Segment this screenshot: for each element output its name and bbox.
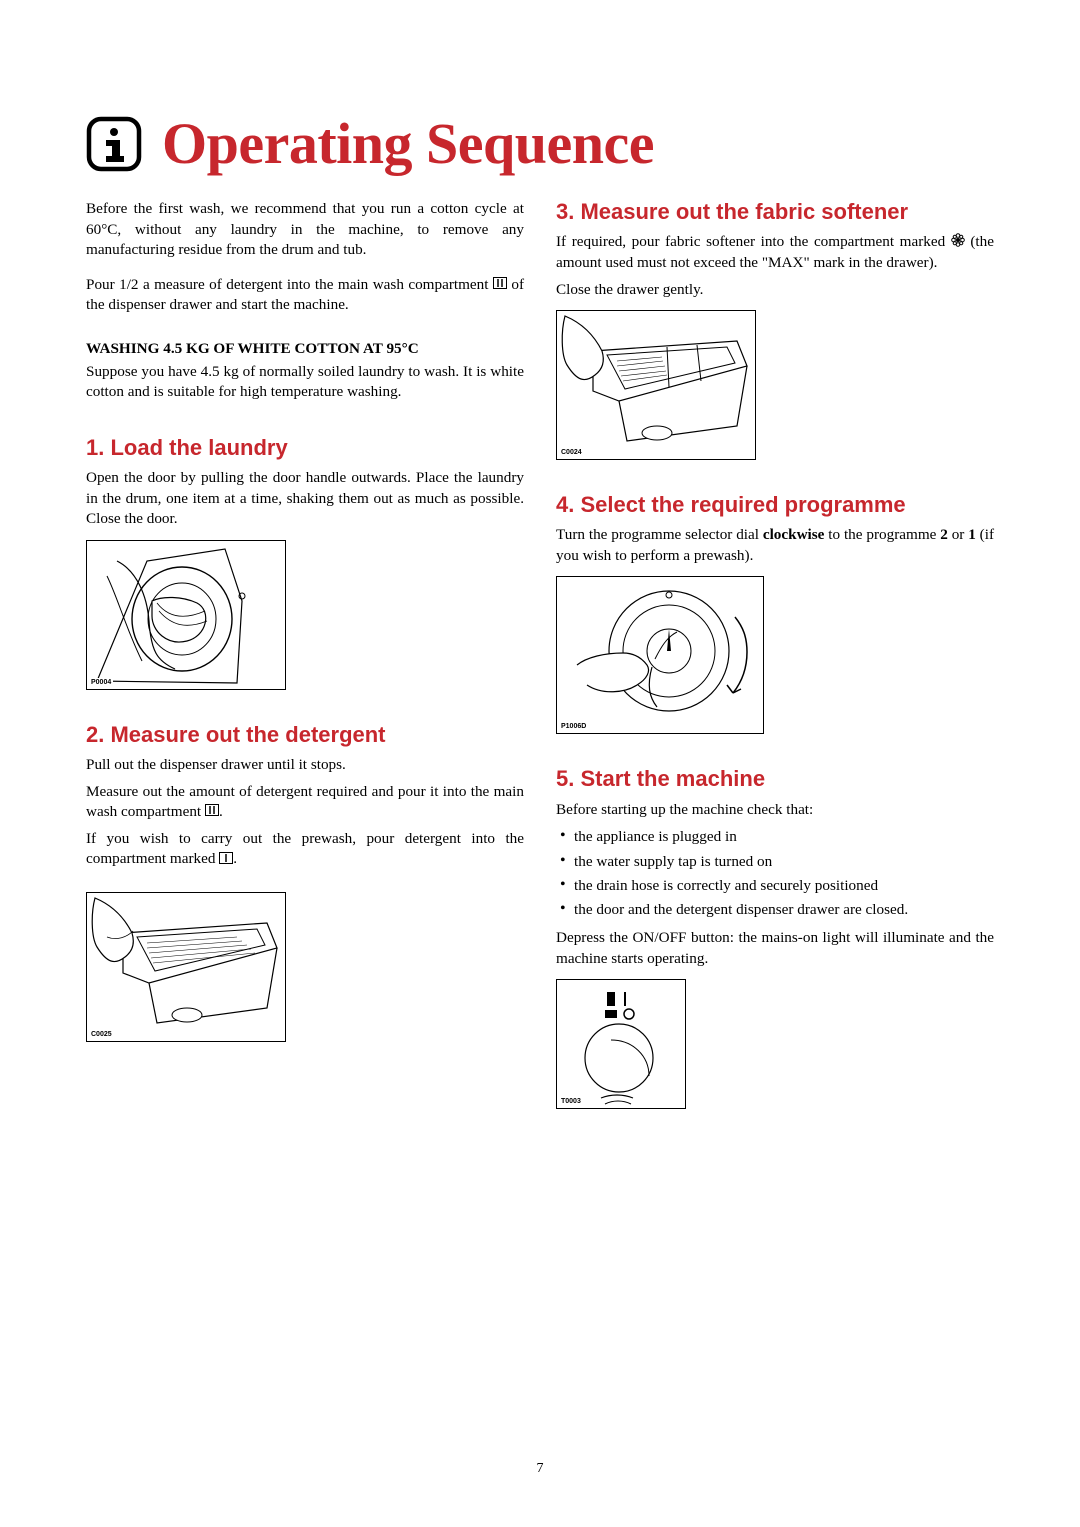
s4-p1-bold3: 1	[968, 526, 976, 543]
s2-p3-b: .	[233, 850, 237, 867]
compartment-i-icon	[219, 850, 233, 871]
section-1-body: Open the door by pulling the door handle…	[86, 468, 524, 530]
figure-load-laundry: P0004	[86, 540, 286, 690]
section-5-checklist: the appliance is plugged in the water su…	[556, 826, 994, 920]
figure-tag: C0025	[89, 1030, 114, 1039]
s4-p1-bold2: 2	[940, 526, 948, 543]
section-3-p1: If required, pour fabric softener into t…	[556, 232, 994, 273]
section-3-heading: 3. Measure out the fabric softener	[556, 199, 994, 224]
page-title: Operating Sequence	[162, 110, 654, 177]
figure-fabric-softener: C0024	[556, 310, 756, 460]
figure-tag: P1006D	[559, 722, 588, 731]
example-heading: WASHING 4.5 KG OF WHITE COTTON AT 95°C	[86, 340, 524, 358]
page-number: 7	[0, 1461, 1080, 1477]
list-item: the drain hose is correctly and securely…	[556, 875, 994, 896]
flower-icon	[951, 233, 965, 254]
s4-p1-bold: clockwise	[763, 526, 825, 543]
section-2-p3: If you wish to carry out the prewash, po…	[86, 829, 524, 870]
example-body: Suppose you have 4.5 kg of normally soil…	[86, 362, 524, 403]
section-1-heading: 1. Load the laundry	[86, 435, 524, 460]
section-4-p1: Turn the programme selector dial clockwi…	[556, 525, 994, 566]
info-icon	[86, 116, 142, 172]
section-2-p1: Pull out the dispenser drawer until it s…	[86, 755, 524, 776]
list-item: the water supply tap is turned on	[556, 851, 994, 872]
compartment-ii-icon	[493, 275, 507, 296]
section-2-p2: Measure out the amount of detergent requ…	[86, 782, 524, 823]
s4-p1-b: to the programme	[824, 526, 940, 543]
s4-p1-a: Turn the programme selector dial	[556, 526, 763, 543]
section-5-p1: Before starting up the machine check tha…	[556, 800, 994, 821]
section-4-heading: 4. Select the required programme	[556, 492, 994, 517]
list-item: the door and the detergent dispenser dra…	[556, 899, 994, 920]
s2-p2-b: .	[219, 803, 223, 820]
figure-tag: C0024	[559, 448, 584, 457]
section-5-heading: 5. Start the machine	[556, 766, 994, 791]
s2-p3-a: If you wish to carry out the prewash, po…	[86, 830, 524, 868]
figure-program-dial: P1006D	[556, 576, 764, 734]
s4-p1-c: or	[948, 526, 968, 543]
s2-p2-a: Measure out the amount of detergent requ…	[86, 783, 524, 821]
section-5-p2: Depress the ON/OFF button: the mains-on …	[556, 928, 994, 969]
right-column: 3. Measure out the fabric softener If re…	[556, 199, 994, 1119]
intro-p2-a: Pour 1/2 a measure of detergent into the…	[86, 276, 493, 293]
two-column-layout: Before the first wash, we recommend that…	[86, 199, 994, 1119]
title-row: Operating Sequence	[86, 110, 994, 177]
list-item: the appliance is plugged in	[556, 826, 994, 847]
intro-paragraph-2: Pour 1/2 a measure of detergent into the…	[86, 275, 524, 316]
figure-measure-detergent: C0025	[86, 892, 286, 1042]
s3-p1-a: If required, pour fabric softener into t…	[556, 233, 951, 250]
section-2-heading: 2. Measure out the detergent	[86, 722, 524, 747]
intro-paragraph-1: Before the first wash, we recommend that…	[86, 199, 524, 261]
left-column: Before the first wash, we recommend that…	[86, 199, 524, 1119]
section-3-p2: Close the drawer gently.	[556, 280, 994, 301]
compartment-ii-icon	[205, 802, 219, 823]
figure-on-off-button: T0003	[556, 979, 686, 1109]
figure-tag: P0004	[89, 678, 113, 687]
figure-tag: T0003	[559, 1097, 583, 1106]
